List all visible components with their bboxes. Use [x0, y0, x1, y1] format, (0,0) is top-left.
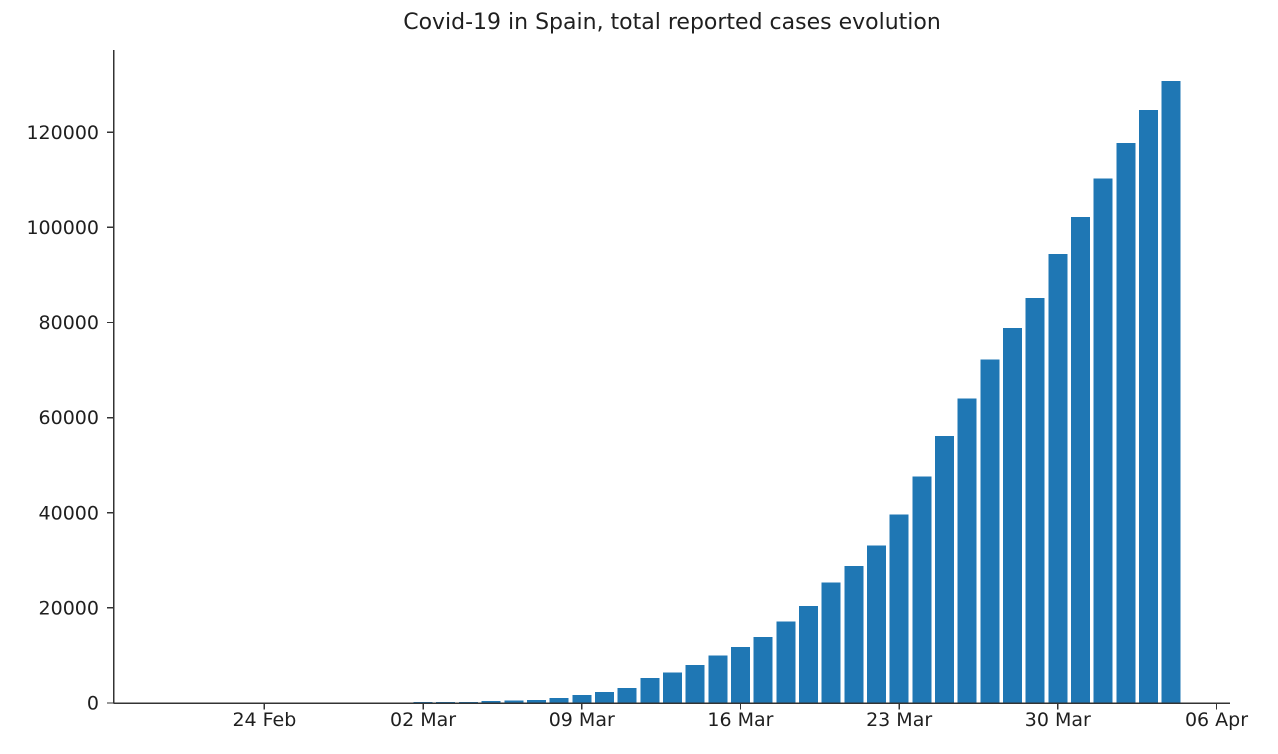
bar-2020-03-14: [685, 665, 705, 703]
bar-2020-03-17: [753, 636, 773, 703]
bar-2020-03-08: [549, 697, 569, 703]
bar-2020-03-07: [526, 699, 546, 703]
bar-2020-03-28: [1002, 328, 1022, 703]
bar-2020-03-09: [572, 694, 592, 703]
bar-2020-03-15: [708, 655, 728, 703]
bar-2020-03-27: [980, 359, 1000, 703]
bar-2020-03-05: [481, 701, 501, 703]
bar-2020-03-06: [504, 700, 524, 703]
bar-2020-03-18: [776, 621, 796, 703]
bar-2020-03-12: [640, 678, 660, 703]
bar-2020-04-02: [1116, 143, 1136, 704]
x-tick-label-02-Mar: 02 Mar: [390, 709, 456, 731]
chart-title: Covid-19 in Spain, total reported cases …: [403, 10, 941, 35]
x-tick-label-24-Feb: 24 Feb: [232, 709, 296, 731]
x-tick-label-09-Mar: 09 Mar: [549, 709, 615, 731]
bar-2020-03-11: [617, 688, 637, 703]
bar-2020-03-30: [1048, 253, 1068, 703]
bar-2020-04-01: [1093, 178, 1113, 703]
x-tick-label-30-Mar: 30 Mar: [1025, 709, 1091, 731]
bar-2020-03-29: [1025, 297, 1045, 703]
bar-2020-03-10: [594, 692, 614, 703]
bar-2020-03-24: [912, 476, 932, 703]
y-tick-label-100000: 100000: [26, 217, 99, 239]
bar-2020-03-20: [821, 582, 841, 703]
x-tick-label-06-Apr: 06 Apr: [1185, 709, 1248, 731]
y-tick-label-20000: 20000: [39, 597, 99, 619]
y-tick-label-0: 0: [87, 693, 99, 715]
y-tick-label-80000: 80000: [39, 312, 99, 334]
bar-2020-03-16: [730, 647, 750, 703]
bar-2020-04-04: [1161, 81, 1181, 704]
bar-2020-03-21: [844, 566, 864, 703]
bar-2020-03-31: [1071, 217, 1090, 704]
y-tick-label-120000: 120000: [26, 122, 99, 144]
x-tick-label-16-Mar: 16 Mar: [707, 709, 773, 731]
bar-2020-03-25: [934, 435, 954, 703]
y-tick-label-40000: 40000: [39, 502, 99, 524]
x-tick-label-23-Mar: 23 Mar: [866, 709, 932, 731]
bar-2020-03-13: [662, 672, 682, 703]
bar-2020-03-26: [957, 398, 977, 703]
bar-2020-03-19: [798, 605, 818, 703]
bar-2020-03-23: [889, 514, 909, 703]
y-tick-label-60000: 60000: [39, 407, 99, 429]
bar-2020-04-03: [1139, 109, 1159, 703]
bar-2020-03-22: [866, 545, 886, 703]
